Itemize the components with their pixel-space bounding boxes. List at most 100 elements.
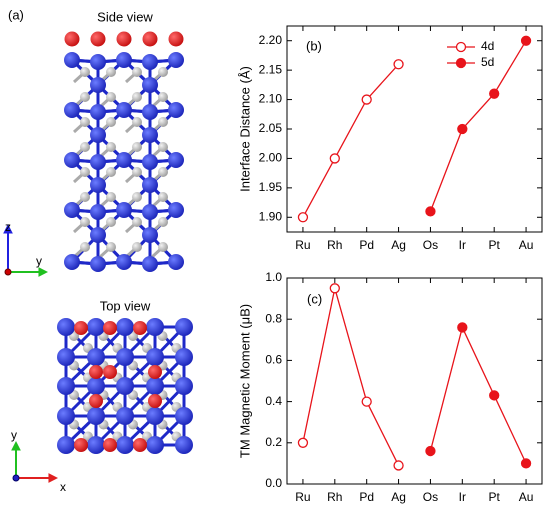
atom xyxy=(64,31,80,47)
y-tick-label: 2.20 xyxy=(259,33,283,47)
y-tick-label: 1.0 xyxy=(265,270,282,284)
plot-frame xyxy=(286,277,543,485)
atom xyxy=(116,318,134,336)
atom xyxy=(89,365,103,379)
axis-x: x xyxy=(60,480,66,494)
atom xyxy=(148,365,162,379)
atom xyxy=(103,365,117,379)
atom xyxy=(80,192,90,202)
atom xyxy=(133,438,147,452)
marker xyxy=(520,35,532,46)
x-tick-label: Pt xyxy=(489,490,501,504)
origin xyxy=(12,474,20,482)
atom xyxy=(106,217,116,227)
atom xyxy=(90,54,106,70)
x-tick-label: Au xyxy=(519,238,534,252)
atom xyxy=(57,407,75,425)
atom xyxy=(142,31,158,47)
marker xyxy=(393,460,404,471)
legend-label: 4d xyxy=(481,39,494,53)
y-tick-label: 0.6 xyxy=(265,353,282,367)
x-tick-label: Os xyxy=(423,238,438,252)
atom xyxy=(116,348,134,366)
atom xyxy=(106,92,116,102)
atom xyxy=(132,192,142,202)
atom xyxy=(175,348,193,366)
marker xyxy=(457,123,468,135)
legend-marker xyxy=(455,41,467,53)
atom xyxy=(142,227,158,243)
axis-z: z xyxy=(5,220,11,234)
atom xyxy=(64,202,80,218)
x-tick-label: Au xyxy=(519,490,534,504)
atom xyxy=(158,167,168,177)
series-line xyxy=(302,63,400,218)
arrow-head xyxy=(48,473,58,483)
atom xyxy=(80,242,90,252)
atom xyxy=(80,67,90,77)
atom xyxy=(158,142,168,152)
atom xyxy=(106,167,116,177)
x-tick-label: Rh xyxy=(327,238,342,252)
atom xyxy=(146,436,164,454)
marker xyxy=(457,322,468,333)
atom xyxy=(90,227,106,243)
atom xyxy=(87,348,105,366)
marker xyxy=(520,458,532,469)
atom xyxy=(90,177,106,193)
atom xyxy=(87,318,105,336)
atom xyxy=(146,407,164,425)
x-tick-label: Ir xyxy=(459,490,466,504)
panel-label: (c) xyxy=(307,291,322,306)
atom xyxy=(80,92,90,102)
atom xyxy=(90,77,106,93)
atom xyxy=(89,394,103,408)
series-line xyxy=(302,288,400,466)
atom xyxy=(168,31,184,47)
y-tick-label: 0.8 xyxy=(265,311,282,325)
x-tick-label: Ag xyxy=(391,490,406,504)
marker xyxy=(361,396,372,407)
marker xyxy=(489,390,500,401)
atom xyxy=(74,321,88,335)
x-tick-label: Rh xyxy=(327,490,342,504)
atom xyxy=(90,154,106,170)
legend-marker xyxy=(455,57,467,69)
atom xyxy=(64,102,80,118)
plot-frame xyxy=(286,25,543,233)
x-tick-label: Pt xyxy=(489,238,501,252)
atom xyxy=(116,254,132,270)
atom xyxy=(142,104,158,120)
x-tick-label: Pd xyxy=(359,238,374,252)
atom xyxy=(142,127,158,143)
atom xyxy=(146,318,164,336)
atom xyxy=(80,117,90,127)
marker xyxy=(297,212,309,223)
atom xyxy=(87,377,105,395)
y-tick-label: 0.4 xyxy=(265,394,282,408)
atom xyxy=(64,52,80,68)
atom xyxy=(158,92,168,102)
x-tick-label: Ru xyxy=(295,490,310,504)
panel-label: (a) xyxy=(8,7,24,22)
atom xyxy=(158,242,168,252)
atom xyxy=(142,177,158,193)
atom xyxy=(103,438,117,452)
atom xyxy=(175,318,193,336)
x-tick-label: Os xyxy=(423,490,438,504)
y-tick-label: 0.2 xyxy=(265,435,282,449)
atom xyxy=(106,117,116,127)
atom xyxy=(133,321,147,335)
atom xyxy=(106,67,116,77)
atom xyxy=(142,77,158,93)
y-tick-label: 2.10 xyxy=(259,92,283,106)
series-line xyxy=(429,325,527,464)
atom xyxy=(168,202,184,218)
x-tick-label: Pd xyxy=(359,490,374,504)
arrow-head xyxy=(3,224,13,234)
atom xyxy=(132,67,142,77)
axis-y: y xyxy=(36,254,42,268)
atom xyxy=(64,254,80,270)
y-tick-label: 1.90 xyxy=(259,209,283,223)
marker xyxy=(393,59,404,70)
